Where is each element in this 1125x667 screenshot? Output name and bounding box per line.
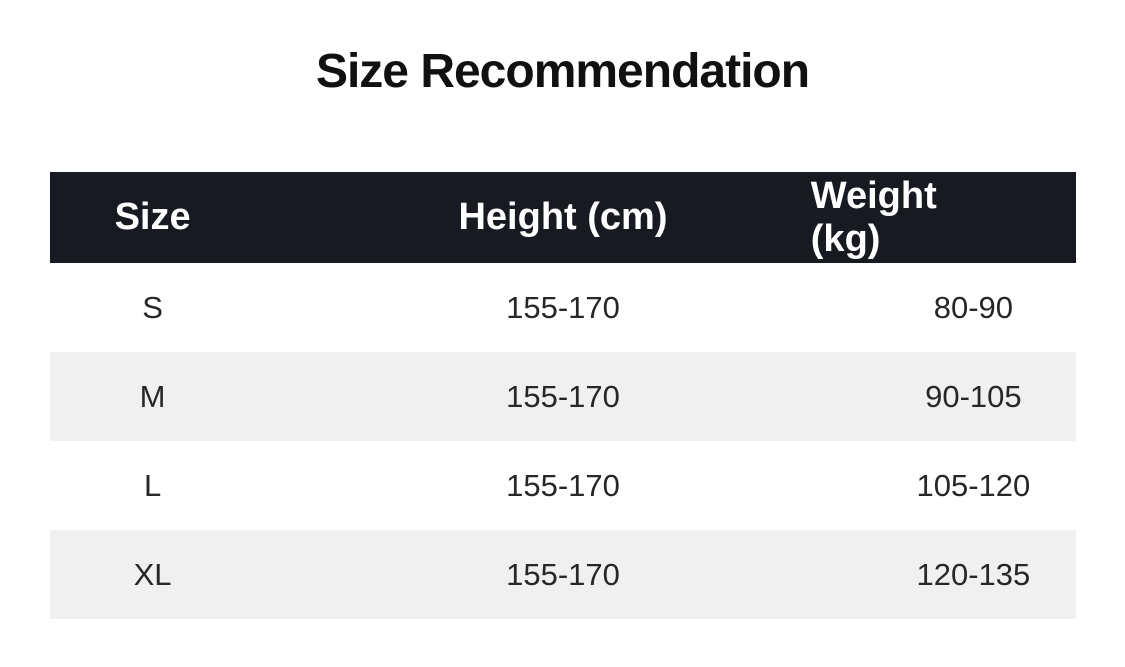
- size-table: Size Height (cm) Weight (kg) S 155-170 8…: [50, 172, 1076, 619]
- column-header-height: Height (cm): [458, 196, 668, 238]
- table-row-s: S 155-170 80-90: [50, 263, 1076, 352]
- height-cell: 155-170: [506, 289, 620, 325]
- table-row-l: L 155-170 105-120: [50, 441, 1076, 530]
- weight-cell: 90-105: [925, 378, 1022, 414]
- size-cell: S: [142, 289, 163, 325]
- weight-cell: 80-90: [933, 289, 1014, 325]
- table-header-row: Size Height (cm) Weight (kg): [50, 172, 1076, 263]
- weight-cell: 120-135: [916, 556, 1031, 592]
- table-body: S 155-170 80-90 M 155-170 90-105 L 155-1…: [50, 263, 1076, 619]
- height-cell: 155-170: [506, 556, 620, 592]
- size-cell: M: [139, 378, 166, 414]
- height-cell: 155-170: [506, 467, 620, 503]
- table-row-xl: XL 155-170 120-135: [50, 530, 1076, 619]
- column-header-size: Size: [114, 196, 191, 238]
- size-cell: XL: [133, 556, 172, 592]
- table-row-m: M 155-170 90-105: [50, 352, 1076, 441]
- page-title: Size Recommendation: [315, 45, 810, 98]
- height-cell: 155-170: [506, 378, 620, 414]
- weight-cell: 105-120: [916, 467, 1031, 503]
- size-cell: L: [143, 467, 162, 503]
- column-header-weight: Weight (kg): [810, 174, 937, 260]
